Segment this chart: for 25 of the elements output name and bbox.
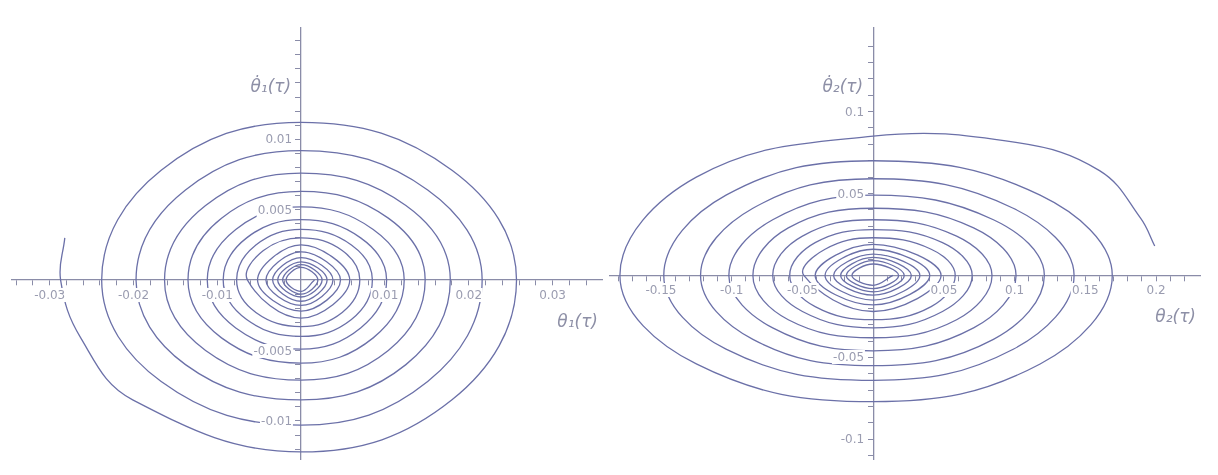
y-tick-label: 0.05 [836, 186, 866, 201]
x-tick-label: -0.01 [200, 288, 234, 303]
x-axis-title: θ₂(τ) [1155, 306, 1196, 327]
x-tick-label: 0.02 [454, 288, 484, 303]
y-tick-label: 0.1 [844, 104, 866, 119]
x-tick-label: 0.1 [1004, 283, 1026, 298]
x-tick-label: 0.15 [1071, 283, 1100, 298]
y-tick-label: -0.01 [260, 413, 294, 428]
y-tick-label: -0.005 [252, 343, 294, 358]
x-tick-label: -0.03 [33, 288, 67, 303]
y-tick-label: 0.005 [256, 202, 294, 217]
x-tick-label: -0.15 [644, 283, 678, 298]
y-tick-label: 0.01 [264, 132, 294, 147]
x-tick-label: -0.02 [116, 288, 151, 303]
x-tick-label: 0.03 [538, 288, 567, 303]
x-tick-label: -0.05 [785, 283, 819, 298]
y-axis-title: θ̇₂(τ) [822, 74, 864, 97]
y-axis-title: θ̇₁(τ) [250, 74, 292, 97]
x-tick-label: 0.01 [370, 288, 400, 303]
x-axis-title: θ₁(τ) [557, 311, 598, 332]
y-tick-label: -0.05 [832, 350, 866, 365]
x-tick-label: 0.05 [929, 283, 959, 298]
y-tick-label: -0.1 [839, 432, 866, 447]
x-tick-label: 0.2 [1145, 283, 1167, 298]
x-tick-label: -0.1 [718, 283, 745, 298]
